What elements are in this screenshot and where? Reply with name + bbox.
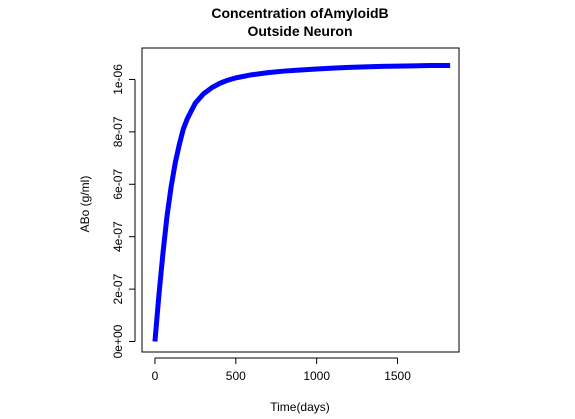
series-layer — [152, 63, 451, 342]
x-tick-label-2: 1000 — [303, 369, 330, 383]
y-axis: 0e+00 2e-07 4e-07 6e-07 8e-07 1e-06 — [111, 64, 136, 358]
x-tick-label-1: 500 — [226, 369, 246, 383]
y-tick-label-0: 0e+00 — [111, 324, 125, 358]
y-tick-label-2: 4e-07 — [111, 221, 125, 252]
x-axis: 0 500 1000 1500 — [152, 357, 411, 383]
chart-title-line-2: Outside Neuron — [247, 23, 352, 39]
y-tick-label-1: 2e-07 — [111, 273, 125, 304]
series-line-0 — [152, 63, 451, 342]
y-axis-label: ABo (g/ml) — [78, 176, 92, 233]
plot-frame — [141, 47, 460, 353]
chart-title-line-1: Concentration ofAmyloidB — [211, 5, 388, 21]
y-tick-label-3: 6e-07 — [111, 169, 125, 200]
y-tick-label-5: 1e-06 — [111, 64, 125, 95]
x-axis-label: Time(days) — [270, 400, 330, 414]
x-tick-label-3: 1500 — [384, 369, 411, 383]
x-tick-label-0: 0 — [152, 369, 159, 383]
y-tick-label-4: 8e-07 — [111, 116, 125, 147]
